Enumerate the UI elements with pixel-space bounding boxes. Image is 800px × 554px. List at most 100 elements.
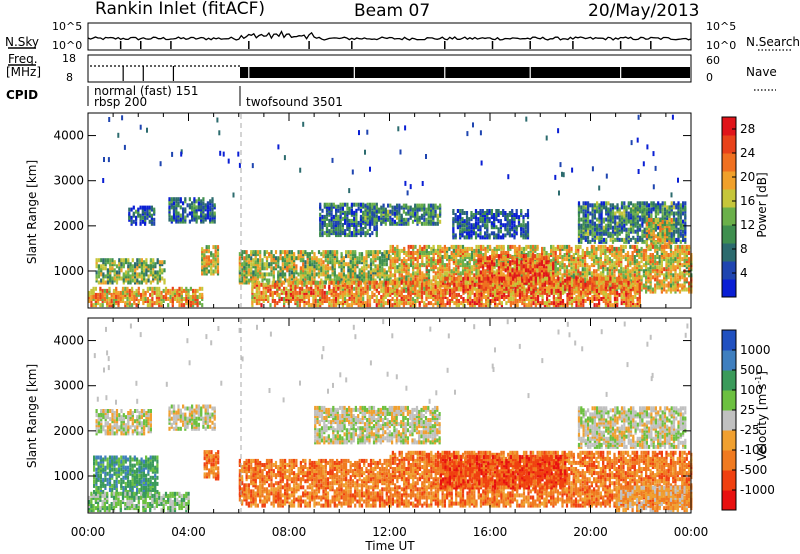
heatmap-cell (572, 253, 575, 257)
heatmap-cell (656, 261, 659, 266)
heatmap-cell (333, 250, 336, 255)
heatmap-cell (437, 251, 440, 255)
heatmap-cell (622, 255, 625, 259)
heatmap-cell (502, 223, 505, 228)
heatmap-cell (622, 273, 625, 278)
heatmap-cell (632, 211, 635, 216)
heatmap-cell (498, 283, 501, 288)
heatmap-cell (474, 215, 478, 220)
heatmap-cell (645, 201, 648, 206)
heatmap-cell (577, 211, 581, 216)
heatmap-cell (466, 281, 469, 286)
heatmap-cell (522, 233, 525, 238)
heatmap-cell (188, 211, 191, 216)
nsky-dropouts (119, 41, 652, 49)
heatmap-cell (490, 221, 493, 226)
heatmap-cell (391, 221, 394, 226)
heatmap-cell (407, 205, 410, 210)
heatmap-cell (452, 217, 455, 222)
heatmap-cell (684, 201, 687, 206)
heatmap-cell (495, 244, 498, 249)
heatmap-cell (382, 217, 385, 222)
heatmap-cell (656, 244, 659, 249)
heatmap-cell (137, 209, 140, 214)
heatmap-cell (366, 211, 369, 216)
heatmap-cell (365, 272, 368, 277)
heatmap-cell (669, 287, 673, 292)
heatmap-cell (597, 263, 600, 268)
heatmap-cell (437, 275, 440, 280)
heatmap-cell (495, 225, 498, 230)
heatmap-cell (450, 251, 453, 255)
heatmap-cell (403, 267, 406, 272)
heatmap-cell (634, 205, 637, 210)
heatmap-cell (452, 244, 455, 249)
heatmap-cell (632, 217, 635, 222)
heatmap-cell (654, 265, 657, 270)
heatmap-cell (90, 303, 93, 308)
heatmap-cell (274, 250, 278, 255)
heatmap-cell (642, 269, 645, 274)
heatmap-cell (608, 257, 611, 262)
heatmap-cell (333, 270, 336, 275)
heatmap-cell (520, 257, 523, 262)
heatmap-cell (430, 285, 433, 290)
heatmap-cell (482, 256, 485, 261)
heatmap-cell (452, 233, 455, 238)
heatmap-cell (321, 231, 324, 236)
heatmap-cell (92, 288, 95, 293)
heatmap-cell (348, 206, 351, 211)
heatmap-cell (148, 205, 151, 210)
heatmap-cell (324, 270, 327, 275)
heatmap-cell (193, 211, 196, 216)
heatmap-cell (367, 276, 370, 281)
heatmap-cell (201, 249, 204, 254)
heatmap-cell (586, 251, 589, 255)
heatmap-cell (299, 274, 302, 279)
heatmap-cell (470, 271, 474, 276)
heatmap-cell (120, 268, 123, 273)
heatmap-cell (552, 264, 555, 269)
heatmap-cell (351, 250, 354, 255)
heatmap-cell (389, 263, 392, 268)
heatmap-cell (172, 215, 176, 220)
heatmap-cell (565, 244, 569, 249)
heatmap-cell (363, 270, 366, 275)
heatmap-cell (632, 203, 635, 208)
heatmap-cell (214, 265, 217, 270)
heatmap-cell (122, 262, 125, 267)
heatmap-cell (495, 263, 498, 268)
heatmap-cell (552, 262, 555, 267)
heatmap-cell (212, 245, 215, 250)
heatmap-cell (434, 265, 437, 270)
heatmap-cell (353, 210, 356, 215)
heatmap-cell (522, 219, 525, 224)
heatmap-cell (675, 223, 678, 228)
heatmap-cell (170, 199, 173, 204)
heatmap-cell (681, 271, 684, 276)
heatmap-cell (470, 257, 474, 262)
heatmap-cell (538, 270, 541, 275)
heatmap-cell (122, 276, 125, 281)
heatmap-cell (459, 213, 462, 217)
heatmap-cell (355, 202, 358, 207)
heatmap-cell (657, 222, 660, 227)
heatmap-cell (679, 215, 682, 220)
heatmap-cell (589, 231, 592, 236)
heatmap-cell (325, 216, 329, 221)
heatmap-cell (629, 223, 633, 228)
heatmap-cell (214, 253, 217, 258)
heatmap-cell (688, 244, 691, 249)
heatmap-cell (663, 273, 666, 278)
heatmap-cell (647, 279, 650, 284)
heatmap-cell (405, 271, 408, 276)
heatmap-cell (418, 265, 422, 270)
heatmap-cell (245, 266, 248, 271)
heatmap-cell (203, 263, 206, 268)
heatmap-cell (359, 208, 363, 213)
heatmap-cell (383, 270, 386, 275)
heatmap-cell (205, 249, 208, 254)
heatmap-cell (97, 280, 100, 285)
heatmap-cell (526, 221, 530, 226)
heatmap-cell (299, 256, 302, 261)
